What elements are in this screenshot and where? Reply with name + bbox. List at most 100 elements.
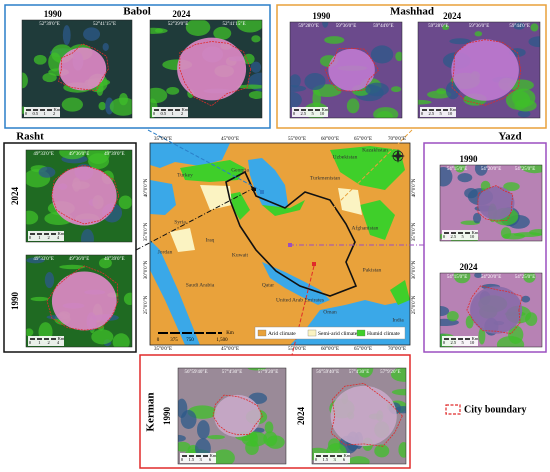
vegetation-patch — [178, 441, 191, 452]
year-label: 1990 — [10, 292, 20, 311]
scale-label: 2 — [181, 111, 183, 116]
vegetation-patch — [22, 72, 28, 89]
vegetation-patch — [391, 388, 406, 396]
scale-label: 0 — [443, 340, 446, 345]
scale-label: 0 — [29, 235, 32, 240]
vegetation-patch — [166, 86, 180, 95]
satellite-image — [178, 368, 286, 464]
scale-label: 0 — [293, 111, 296, 116]
vegetation-patch — [197, 420, 210, 440]
urban-area — [330, 385, 397, 447]
coordinate-label: 49°36'0"E — [69, 152, 90, 157]
vegetation-patch — [150, 27, 168, 34]
coordinate-label: 57°4'30"E — [349, 370, 370, 375]
city-boundary — [179, 41, 252, 107]
scale-label: Km — [58, 231, 65, 236]
country-label: Jordan — [158, 249, 173, 255]
scale-label: 10 — [470, 340, 475, 345]
legend-swatch — [307, 329, 317, 337]
panel-frame — [276, 4, 547, 129]
vegetation-patch — [250, 61, 262, 73]
vegetation-patch — [529, 229, 542, 236]
vegetation-patch — [26, 257, 45, 264]
coordinate-label: 54°25'0"E — [515, 167, 536, 172]
vegetation-patch — [266, 435, 285, 449]
map-lon-label: 65°0'0"E — [354, 137, 372, 142]
coordinate-label: 54°25'0"E — [515, 275, 536, 280]
vegetation-patch — [241, 431, 268, 447]
map-lon-label: 60°0'0"E — [321, 137, 339, 142]
vegetation-patch — [530, 23, 539, 32]
vegetation-patch — [322, 22, 329, 28]
map-lat-label: 25°0'0"N — [412, 295, 417, 314]
map-lon-label: 45°0'0"E — [221, 137, 239, 142]
panel-frame — [423, 142, 547, 353]
vegetation-patch — [356, 368, 374, 378]
vegetation-patch — [395, 51, 402, 62]
coordinate-label: 52°39'0"E — [168, 22, 189, 27]
map-lon-label: 65°0'0"E — [354, 347, 372, 352]
scale-label: 10 — [448, 111, 453, 116]
map-lon-label: 35°0'0"E — [154, 137, 172, 142]
map-scale-label: 750 — [186, 338, 194, 343]
vegetation-patch — [59, 150, 86, 160]
city-boundary — [58, 43, 109, 92]
panel-title: Mashhad — [390, 6, 434, 18]
city-boundary — [46, 265, 119, 331]
map-lon-label: 70°0'0"E — [388, 347, 406, 352]
vegetation-patch — [207, 435, 225, 440]
scale-box — [442, 230, 478, 240]
panel-frame — [3, 142, 137, 353]
coordinate-label: 49°33'0"E — [33, 152, 54, 157]
vegetation-patch — [446, 311, 459, 322]
year-label: 2024 — [10, 187, 20, 206]
scale-box — [28, 231, 64, 241]
coordinate-label: 49°39'0"E — [104, 152, 125, 157]
vegetation-patch — [290, 91, 302, 108]
coordinate-label: 57°9'20"E — [380, 370, 401, 375]
scale-label: 5 — [462, 234, 465, 239]
scale-label: 4 — [57, 235, 60, 240]
country-label: Kazakhstan — [362, 147, 388, 153]
coordinate-label: 54°20'0"E — [481, 275, 502, 280]
vegetation-patch — [83, 27, 101, 41]
panel-frame — [139, 354, 411, 469]
map-frame — [149, 142, 411, 346]
coordinate-label: 54°15'0"E — [447, 167, 468, 172]
vegetation-patch — [517, 110, 531, 118]
vegetation-patch — [123, 292, 132, 306]
leader-lines — [135, 129, 424, 356]
coordinate-label: 54°20'0"E — [481, 167, 502, 172]
coordinate-label: 57°4'30"E — [222, 370, 243, 375]
legend-label: Semi-arid climate — [318, 331, 358, 337]
vegetation-patch — [44, 271, 55, 289]
vegetation-patch — [474, 273, 483, 278]
panel-title: Babol — [123, 6, 151, 18]
coordinate-label: 52°41'15"E — [93, 22, 116, 27]
coordinate-label: 54°15'0"E — [447, 275, 468, 280]
map-scale-label: 375 — [170, 338, 178, 343]
vegetation-patch — [496, 336, 525, 347]
country-label: Pakistan — [363, 267, 382, 273]
country-label: Syria — [174, 219, 186, 225]
vegetation-patch — [502, 233, 526, 240]
vegetation-patch — [440, 305, 450, 317]
vegetation-patch — [98, 257, 112, 269]
year-label: 1990 — [312, 11, 331, 21]
coordinate-label: 56°59'40"E — [185, 370, 208, 375]
vegetation-patch — [98, 101, 106, 111]
country-label: Qatar — [262, 282, 274, 288]
scale-label: 10 — [470, 234, 475, 239]
vegetation-patch — [248, 90, 262, 99]
coordinate-label: 59°28'0"E — [298, 24, 319, 29]
map-lon-label: 35°0'0"E — [154, 347, 172, 352]
urban-area — [214, 394, 261, 438]
scale-label: 0 — [25, 111, 28, 116]
urban-area — [470, 286, 523, 334]
vegetation-patch — [453, 273, 471, 284]
vegetation-patch — [324, 36, 345, 44]
vegetation-patch — [33, 54, 47, 65]
vegetation-patch — [418, 99, 432, 105]
map-lat-label: 35°0'0"N — [144, 222, 149, 241]
